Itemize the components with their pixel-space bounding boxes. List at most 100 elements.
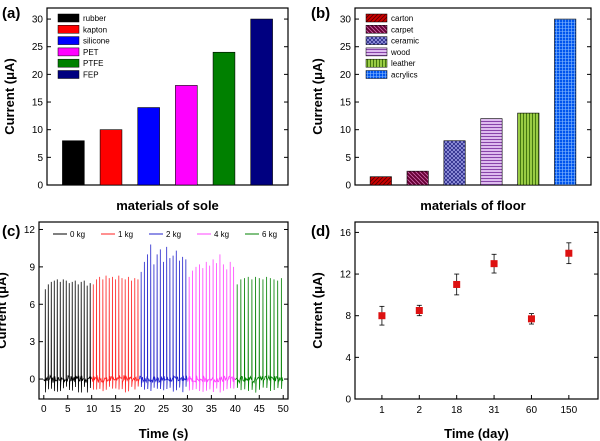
legend-swatch bbox=[57, 70, 80, 79]
legend-entry: 1 kg bbox=[118, 230, 133, 239]
x-tick-label: 2 bbox=[417, 405, 423, 416]
legend-swatch bbox=[365, 58, 388, 68]
x-tick-label: 25 bbox=[158, 404, 170, 415]
bar-acrylics bbox=[554, 18, 577, 186]
y-axis-title: Current (μA) bbox=[310, 58, 325, 135]
x-tick-label: 30 bbox=[182, 404, 194, 415]
legend-entry: 6 kg bbox=[262, 230, 277, 239]
panel-label: (a) bbox=[2, 5, 20, 22]
legend-swatch bbox=[365, 47, 388, 57]
y-tick-label: 15 bbox=[340, 98, 352, 109]
legend-swatch bbox=[57, 47, 80, 57]
panel-a: (a) 0 5 10 15 20 25 30 Current (μA) materials of … bbox=[2, 5, 289, 213]
legend-entry: 4 kg bbox=[214, 230, 229, 239]
y-tick-label: 12 bbox=[24, 225, 36, 236]
y-axis-title: Current (μA) bbox=[310, 272, 325, 349]
data-point-day-1 bbox=[378, 312, 386, 320]
plot-frame bbox=[354, 7, 592, 186]
legend-swatch bbox=[57, 58, 80, 68]
bar-wood bbox=[480, 118, 503, 186]
y-axis-title: Current (μA) bbox=[2, 58, 17, 135]
legend-swatch bbox=[57, 13, 80, 23]
series-line-0kg bbox=[43, 279, 92, 393]
y-tick-label: 8 bbox=[345, 311, 351, 322]
x-tick-label: 60 bbox=[526, 405, 538, 416]
bar-rubber bbox=[62, 140, 85, 186]
x-tick-label: 31 bbox=[489, 405, 501, 416]
legend-entry: PTFE bbox=[83, 59, 103, 68]
data-point-day-18 bbox=[453, 280, 461, 288]
panel-label: (c) bbox=[2, 223, 20, 240]
bar-carpet bbox=[406, 170, 429, 186]
x-axis-title: Time (s) bbox=[139, 426, 189, 441]
legend-swatch bbox=[365, 25, 388, 34]
bar-ptfe bbox=[212, 51, 236, 186]
y-tick-label: 6 bbox=[29, 300, 35, 311]
legend-entry: silicone bbox=[83, 37, 110, 46]
x-tick-label: 150 bbox=[560, 405, 577, 416]
legend-swatch bbox=[365, 70, 388, 79]
legend-entry: carpet bbox=[391, 25, 414, 34]
y-tick-label: 25 bbox=[32, 42, 44, 53]
bar-pet bbox=[175, 85, 198, 186]
plot-frame bbox=[46, 7, 289, 186]
y-tick-label: 5 bbox=[37, 153, 43, 164]
x-tick-label: 15 bbox=[110, 404, 122, 415]
x-tick-label: 0 bbox=[41, 404, 47, 415]
data-point-day-150 bbox=[565, 249, 573, 257]
data-point-day-2 bbox=[415, 307, 423, 314]
y-tick-label: 15 bbox=[32, 98, 44, 109]
x-tick-label: 50 bbox=[278, 404, 290, 415]
y-tick-label: 0 bbox=[37, 181, 43, 192]
y-tick-label: 30 bbox=[32, 15, 44, 26]
y-axis-title: Current (μA) bbox=[0, 272, 9, 349]
bar-fep bbox=[250, 18, 273, 186]
y-tick-label: 16 bbox=[340, 228, 352, 239]
y-tick-label: 5 bbox=[345, 153, 351, 164]
x-tick-label: 10 bbox=[86, 404, 98, 415]
series-line-4kg bbox=[187, 254, 236, 393]
bar-silicone bbox=[137, 107, 160, 186]
bar-ceramic bbox=[443, 140, 466, 186]
x-axis-title: Time (day) bbox=[444, 426, 509, 441]
panel-label: (b) bbox=[311, 5, 330, 22]
data-point-day-31 bbox=[490, 260, 498, 268]
series-line-2kg bbox=[139, 244, 188, 393]
y-tick-label: 0 bbox=[345, 181, 351, 192]
y-tick-label: 9 bbox=[29, 262, 35, 273]
legend-entry: leather bbox=[391, 59, 416, 68]
x-tick-label: 35 bbox=[206, 404, 218, 415]
x-tick-label: 40 bbox=[230, 404, 242, 415]
x-tick-label: 20 bbox=[134, 404, 146, 415]
legend-entry: ceramic bbox=[391, 37, 419, 46]
y-tick-label: 25 bbox=[340, 42, 352, 53]
panel-c: (c) 0 3 6 9 12 0 5 10 15 20 25 30 35 40 45 50 Current (μA… bbox=[0, 221, 290, 441]
legend-entry: kapton bbox=[83, 25, 107, 34]
x-tick-label: 1 bbox=[379, 405, 385, 416]
legend-entry: PET bbox=[83, 48, 99, 57]
y-tick-label: 0 bbox=[345, 395, 351, 406]
legend-entry: acrylics bbox=[391, 71, 418, 80]
panel-b: (b) 0 5 10 15 20 25 30 Current (μA) materials of … bbox=[310, 5, 592, 213]
y-tick-label: 4 bbox=[345, 353, 351, 364]
x-axis-title: materials of floor bbox=[420, 198, 525, 213]
bar-kapton bbox=[99, 129, 123, 186]
y-tick-label: 10 bbox=[32, 125, 44, 136]
y-tick-label: 30 bbox=[340, 15, 352, 26]
legend-entry: rubber bbox=[83, 14, 106, 23]
y-tick-label: 3 bbox=[29, 337, 35, 348]
legend-entry: wood bbox=[390, 48, 410, 57]
x-axis-title: materials of sole bbox=[116, 198, 219, 213]
legend-entry: carton bbox=[391, 14, 413, 23]
bar-carton bbox=[369, 176, 392, 186]
panel-label: (d) bbox=[311, 223, 330, 240]
y-tick-label: 20 bbox=[340, 70, 352, 81]
y-tick-label: 0 bbox=[29, 375, 35, 386]
plot-frame bbox=[354, 221, 599, 400]
y-tick-label: 12 bbox=[340, 270, 352, 281]
bar-leather bbox=[517, 112, 540, 186]
x-tick-label: 45 bbox=[254, 404, 266, 415]
x-tick-label: 18 bbox=[451, 405, 463, 416]
legend-entry: 2 kg bbox=[166, 230, 181, 239]
